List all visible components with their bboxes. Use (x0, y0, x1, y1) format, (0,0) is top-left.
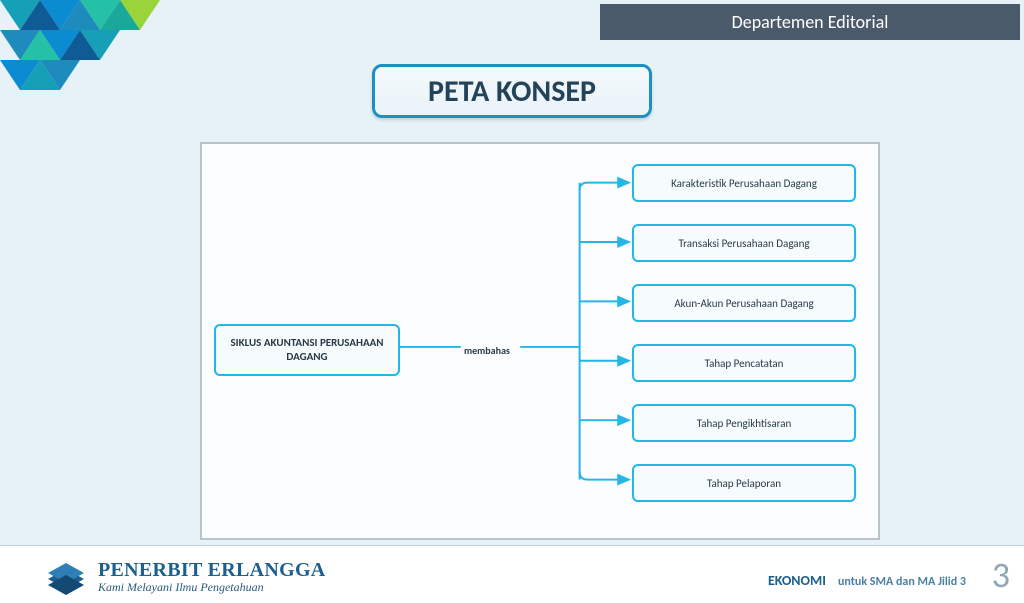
diagram-edge-label: membahas (464, 344, 510, 357)
concept-map-panel: SIKLUS AKUNTANSI PERUSAHAAN DAGANG memba… (200, 142, 880, 540)
slide-title-box: PETA KONSEP (372, 64, 652, 118)
edition-label: untuk SMA dan MA Jilid 3 (838, 575, 966, 589)
publisher-line1: PENERBIT ERLANGGA (98, 560, 326, 581)
publisher-block: PENERBIT ERLANGGA Kami Melayani Ilmu Pen… (44, 559, 326, 595)
child-node-label: Tahap Pencatatan (705, 357, 784, 370)
diagram-root-node: SIKLUS AKUNTANSI PERUSAHAAN DAGANG (214, 324, 400, 376)
slide-title-text: PETA KONSEP (428, 73, 596, 110)
diagram-child-node: Transaksi Perusahaan Dagang (632, 224, 856, 262)
child-node-label: Tahap Pengikhtisaran (697, 417, 792, 430)
root-node-label: SIKLUS AKUNTANSI PERUSAHAAN DAGANG (216, 336, 398, 364)
diagram-child-node: Tahap Pencatatan (632, 344, 856, 382)
subject-label: EKONOMI (768, 572, 826, 589)
publisher-name: PENERBIT ERLANGGA Kami Melayani Ilmu Pen… (98, 560, 326, 594)
header-department-bar: Departemen Editorial (600, 4, 1020, 40)
publisher-line2: Kami Melayani Ilmu Pengetahuan (98, 581, 326, 594)
child-node-label: Akun-Akun Perusahaan Dagang (674, 297, 813, 310)
child-node-label: Karakteristik Perusahaan Dagang (671, 177, 817, 190)
child-node-label: Tahap Pelaporan (707, 477, 781, 490)
diagram-child-node: Tahap Pelaporan (632, 464, 856, 502)
header-department-text: Departemen Editorial (732, 11, 889, 33)
page-number: 3 (992, 553, 1010, 597)
diagram-child-node: Karakteristik Perusahaan Dagang (632, 164, 856, 202)
child-node-label: Transaksi Perusahaan Dagang (678, 237, 809, 250)
footer-right-block: EKONOMI untuk SMA dan MA Jilid 3 (768, 572, 966, 589)
corner-triangle-decor (0, 0, 210, 110)
diagram-child-node: Tahap Pengikhtisaran (632, 404, 856, 442)
publisher-logo-icon (44, 559, 88, 595)
diagram-child-node: Akun-Akun Perusahaan Dagang (632, 284, 856, 322)
footer-bar: PENERBIT ERLANGGA Kami Melayani Ilmu Pen… (0, 545, 1024, 603)
